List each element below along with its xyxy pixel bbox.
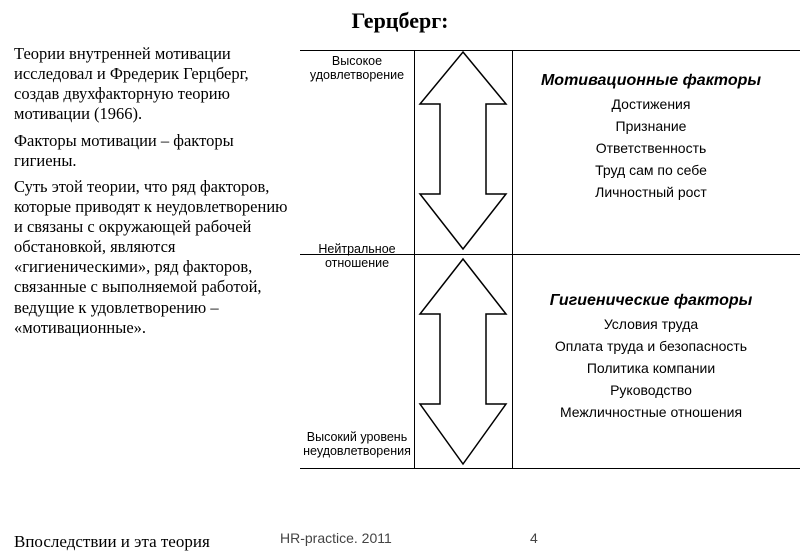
motivators-heading: Мотивационные факторы xyxy=(516,72,786,90)
factor-item: Ответственность xyxy=(516,140,786,156)
factor-item: Оплата труда и безопасность xyxy=(516,338,786,354)
scale-labels: Высокое удовлетворение Нейтральное отнош… xyxy=(302,44,414,474)
factor-item: Труд сам по себе xyxy=(516,162,786,178)
diagram-column: Высокое удовлетворение Нейтральное отнош… xyxy=(300,40,800,522)
paragraph-1: Теории внутренней мотивации исследовал и… xyxy=(14,44,292,125)
slide-content: Теории внутренней мотивации исследовал и… xyxy=(0,40,800,522)
factor-item: Личностный рост xyxy=(516,184,786,200)
hygiene-group: Гигиенические факторы Условия труда Опла… xyxy=(516,292,786,426)
paragraph-2: Факторы мотивации – факторы гигиены. xyxy=(14,131,292,171)
scale-high: Высокое удовлетворение xyxy=(302,54,412,83)
motivators-group: Мотивационные факторы Достижения Признан… xyxy=(516,72,786,206)
factor-item: Признание xyxy=(516,118,786,134)
divider-line xyxy=(512,50,513,468)
slide-title: Герцберг: xyxy=(0,0,800,40)
arrows-svg xyxy=(418,44,508,474)
factor-item: Политика компании xyxy=(516,360,786,376)
truncated-text: Впоследствии и эта теория xyxy=(14,532,210,552)
arrow-column xyxy=(418,44,508,474)
arrow-down-icon xyxy=(420,259,506,464)
factors-column: Мотивационные факторы Достижения Признан… xyxy=(516,44,786,474)
factor-item: Межличностные отношения xyxy=(516,404,786,420)
factor-item: Условия труда xyxy=(516,316,786,332)
paragraph-3: Суть этой теории, что ряд факторов, кото… xyxy=(14,177,292,338)
scale-low: Высокий уровень неудовлетворения xyxy=(302,430,412,459)
footer-page-number: 4 xyxy=(530,530,538,546)
scale-neutral: Нейтральное отношение xyxy=(302,242,412,271)
arrow-up-icon xyxy=(420,52,506,249)
factor-item: Руководство xyxy=(516,382,786,398)
herzberg-diagram: Высокое удовлетворение Нейтральное отнош… xyxy=(300,44,800,522)
hygiene-heading: Гигиенические факторы xyxy=(516,292,786,310)
text-column: Теории внутренней мотивации исследовал и… xyxy=(0,40,300,522)
divider-line xyxy=(414,50,415,468)
footer-source: HR-practice. 2011 xyxy=(280,530,392,546)
factor-item: Достижения xyxy=(516,96,786,112)
